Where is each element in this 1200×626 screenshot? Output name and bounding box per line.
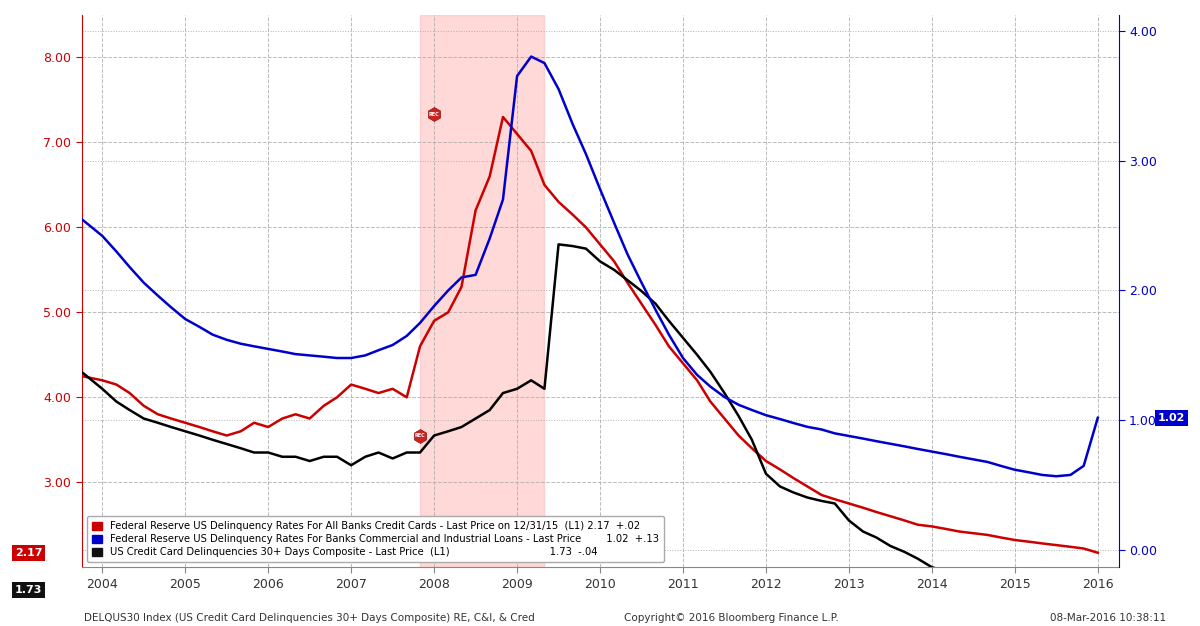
- Text: DELQUS30 Index (US Credit Card Delinquencies 30+ Days Composite) RE, C&I, & Cred: DELQUS30 Index (US Credit Card Delinquen…: [84, 613, 535, 623]
- Text: 1.73: 1.73: [16, 585, 42, 595]
- Text: 1.02: 1.02: [1158, 413, 1186, 423]
- Text: 08-Mar-2016 10:38:11: 08-Mar-2016 10:38:11: [1050, 613, 1166, 623]
- Text: Copyright© 2016 Bloomberg Finance L.P.: Copyright© 2016 Bloomberg Finance L.P.: [624, 613, 839, 623]
- Text: 2.17: 2.17: [14, 548, 42, 558]
- Text: REC: REC: [428, 112, 439, 117]
- Text: REC: REC: [415, 433, 425, 438]
- Legend: Federal Reserve US Delinquency Rates For All Banks Credit Cards - Last Price on : Federal Reserve US Delinquency Rates For…: [86, 516, 664, 562]
- Bar: [420, 15, 545, 567]
